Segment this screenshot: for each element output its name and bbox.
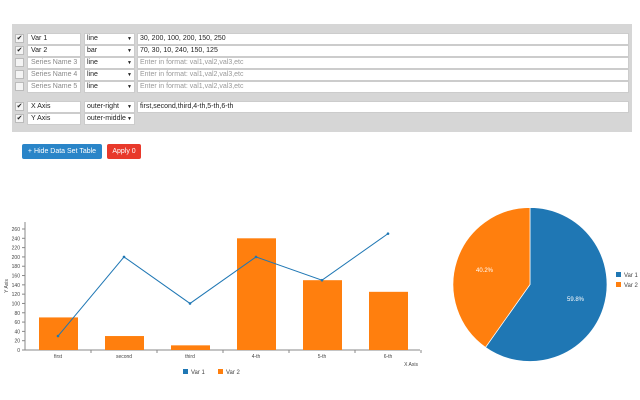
series-name-input[interactable]: Series Name 5	[27, 80, 81, 93]
point-var1[interactable]	[320, 278, 324, 282]
series-type-value: line	[87, 82, 98, 90]
point-var1[interactable]	[188, 302, 192, 305]
axis-row: ✔ Y Axis outer-middle ▼	[15, 112, 137, 125]
y-tick-label: 140	[12, 283, 21, 289]
hide-data-set-table-button[interactable]: + Hide Data Set Table	[22, 144, 102, 159]
bar-var2[interactable]	[369, 291, 408, 350]
axis-values-input[interactable]: first,second,third,4-th,5-th,6-th	[137, 100, 629, 113]
y-tick-label: 220	[12, 246, 21, 252]
series-type-select[interactable]: bar ▼	[84, 44, 135, 57]
dropdown-arrow-icon: ▼	[127, 59, 132, 66]
point-var1[interactable]	[254, 255, 258, 259]
line-var1	[57, 233, 389, 337]
x-axis-label: X Axis	[404, 362, 418, 368]
series-row: Series Name 3 line ▼ Enter in format: val1,…	[15, 56, 629, 69]
x-tick-label: 4-th	[252, 354, 261, 360]
series-type-value: line	[87, 34, 98, 42]
series-type-value: line	[87, 70, 98, 78]
series-row: Series Name 4 line ▼ Enter in format: val1,…	[15, 68, 629, 81]
dropdown-arrow-icon: ▼	[127, 115, 132, 122]
series-row: ✔ Var 1 line ▼ 30, 200, 100, 200, 150, 250	[15, 32, 629, 45]
pie-legend-label[interactable]: Var 1	[624, 273, 639, 279]
x-tick-label: 5-th	[318, 354, 327, 360]
legend-swatch[interactable]	[183, 369, 188, 374]
bar-var2[interactable]	[105, 336, 144, 350]
series-checkbox[interactable]	[15, 82, 24, 91]
series-values-input[interactable]: Enter in format: val1,val2,val3,etc	[137, 56, 629, 69]
bar-var2[interactable]	[171, 345, 210, 350]
y-tick-label: 200	[12, 255, 21, 261]
point-var1[interactable]	[122, 255, 126, 259]
pie-slice-label: 59.8%	[567, 297, 585, 303]
y-tick-label: 60	[14, 320, 20, 326]
pie-legend-swatch[interactable]	[616, 282, 621, 287]
series-name-input[interactable]: Var 1	[27, 32, 81, 45]
y-axis-label: Y Axis	[4, 279, 10, 293]
dropdown-arrow-icon: ▼	[127, 71, 132, 78]
axis-name-input[interactable]: Y Axis	[27, 112, 81, 125]
y-tick-label: 240	[12, 236, 21, 242]
apply-button[interactable]: Apply 0	[107, 144, 141, 159]
series-type-value: line	[87, 58, 98, 66]
series-values-input[interactable]: Enter in format: val1,val2,val3,etc	[137, 68, 629, 81]
pie-slice[interactable]	[452, 207, 531, 348]
bar-var2[interactable]	[237, 238, 276, 350]
y-tick-label: 120	[12, 292, 21, 298]
series-name-input[interactable]: Series Name 4	[27, 68, 81, 81]
axis-row: ✔ X Axis outer-right ▼ first,second,third,4-…	[15, 100, 629, 113]
series-name-input[interactable]: Series Name 3	[27, 56, 81, 69]
series-row: Series Name 5 line ▼ Enter in format: val1,…	[15, 80, 629, 93]
dropdown-arrow-icon: ▼	[127, 103, 132, 110]
point-var1[interactable]	[386, 232, 390, 235]
x-tick-label: third	[185, 354, 195, 360]
pie-legend-swatch[interactable]	[616, 272, 621, 277]
y-tick-label: 260	[12, 227, 21, 233]
axis-position-select[interactable]: outer-middle ▼	[84, 112, 135, 125]
series-checkbox[interactable]	[15, 70, 24, 79]
pie-slice-label: 40.2%	[476, 268, 494, 274]
y-tick-label: 20	[14, 339, 20, 345]
series-checkbox[interactable]: ✔	[15, 46, 24, 55]
series-values-input[interactable]: Enter in format: val1,val2,val3,etc	[137, 80, 629, 93]
y-tick-label: 180	[12, 264, 21, 270]
dropdown-arrow-icon: ▼	[127, 35, 132, 42]
axis-name-input[interactable]: X Axis	[27, 100, 81, 113]
axis-checkbox[interactable]: ✔	[15, 102, 24, 111]
x-tick-label: second	[116, 354, 132, 360]
legend-swatch[interactable]	[218, 369, 223, 374]
axis-position-value: outer-middle	[87, 114, 126, 122]
pie-legend-label[interactable]: Var 2	[624, 283, 639, 289]
series-type-value: bar	[87, 46, 98, 54]
series-type-select[interactable]: line ▼	[84, 32, 135, 45]
x-tick-label: 6-th	[384, 354, 393, 360]
y-tick-label: 40	[14, 329, 20, 335]
y-tick-label: 0	[17, 348, 20, 354]
series-row: ✔ Var 2 bar ▼ 70, 30, 10, 240, 150, 125	[15, 44, 629, 57]
bar-var2[interactable]	[39, 317, 78, 350]
pie-slice[interactable]	[485, 207, 608, 362]
data-set-table: ✔ Var 1 line ▼ 30, 200, 100, 200, 150, 250 ✔ V…	[12, 24, 632, 132]
point-var1[interactable]	[56, 334, 60, 338]
y-tick-label: 100	[12, 301, 21, 307]
series-checkbox[interactable]: ✔	[15, 34, 24, 43]
dropdown-arrow-icon: ▼	[127, 47, 132, 54]
y-tick-label: 80	[14, 311, 20, 317]
legend-label[interactable]: Var 1	[191, 370, 206, 376]
dropdown-arrow-icon: ▼	[127, 83, 132, 90]
y-tick-label: 160	[12, 274, 21, 280]
series-values-input[interactable]: 30, 200, 100, 200, 150, 250	[137, 32, 629, 45]
bar-var2[interactable]	[303, 280, 342, 350]
axis-position-select[interactable]: outer-right ▼	[84, 100, 135, 113]
x-tick-label: first	[54, 354, 63, 360]
legend-label[interactable]: Var 2	[226, 370, 241, 376]
series-type-select[interactable]: line ▼	[84, 68, 135, 81]
axis-checkbox[interactable]: ✔	[15, 114, 24, 123]
axis-position-value: outer-right	[87, 102, 119, 110]
series-type-select[interactable]: line ▼	[84, 56, 135, 69]
series-name-input[interactable]: Var 2	[27, 44, 81, 57]
series-type-select[interactable]: line ▼	[84, 80, 135, 93]
series-values-input[interactable]: 70, 30, 10, 240, 150, 125	[137, 44, 629, 57]
series-checkbox[interactable]	[15, 58, 24, 67]
